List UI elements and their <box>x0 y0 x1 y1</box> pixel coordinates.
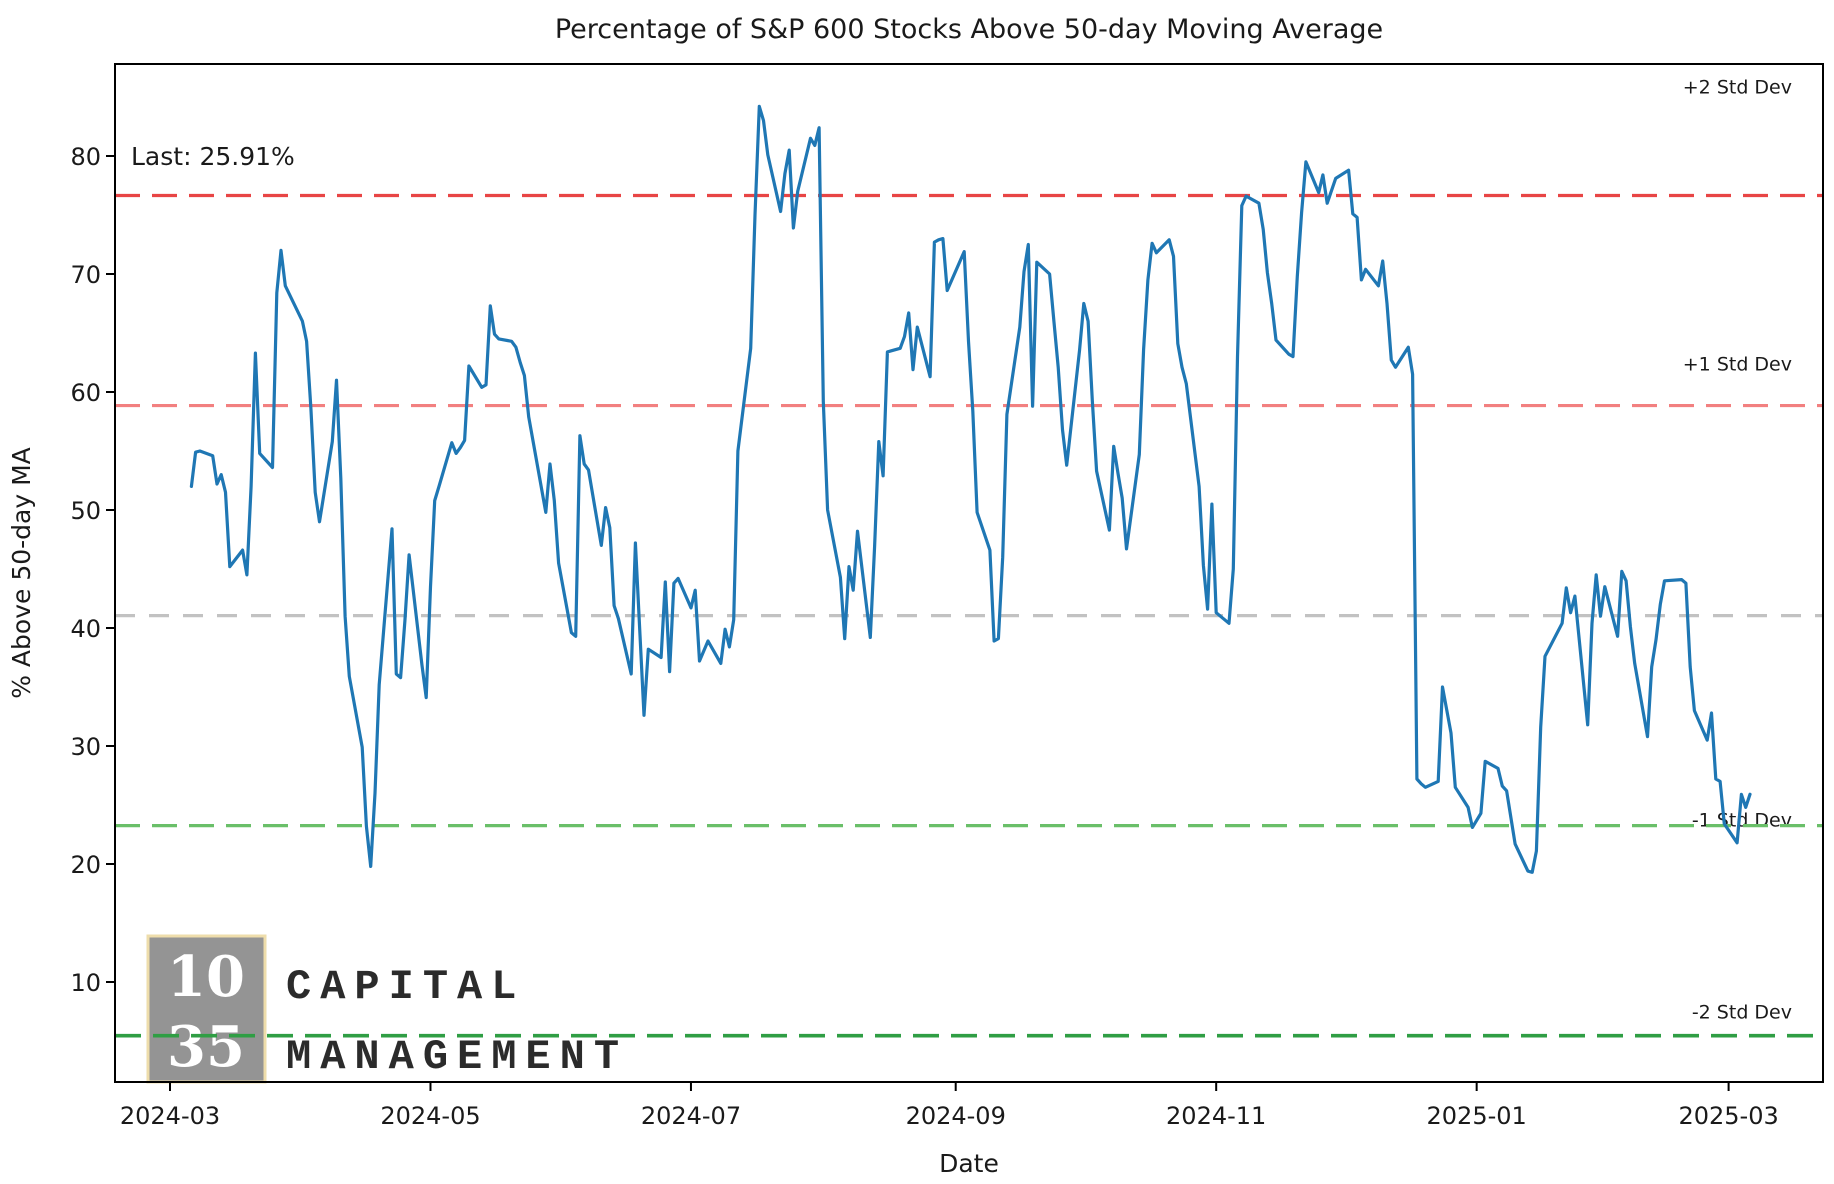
last-value-annotation: Last: 25.91% <box>131 142 295 171</box>
std-dev-labels: +2 Std Dev +1 Std Dev -1 Std Dev -2 Std Dev <box>1683 77 1792 1024</box>
plus2-stddev-label: +2 Std Dev <box>1683 77 1792 99</box>
logo-word-management: MANAGEMENT <box>286 1033 628 1081</box>
plot-area-border <box>114 63 1824 1083</box>
logo-watermark: 10 35 CAPITAL MANAGEMENT <box>146 934 628 1084</box>
y-tick-label: 40 <box>70 615 101 643</box>
logo-word-capital: CAPITAL <box>286 963 525 1011</box>
y-tick-label: 30 <box>70 733 101 761</box>
plus1-stddev-label: +1 Std Dev <box>1683 354 1792 376</box>
price-line <box>189 104 1752 874</box>
y-tick-label: 20 <box>70 851 101 879</box>
x-axis-ticks: 2024-03 2024-05 2024-07 2024-09 2024-11 2025-… <box>120 1082 1779 1130</box>
x-tick-label: 2025-01 <box>1427 1102 1527 1130</box>
minus2-stddev-label: -2 Std Dev <box>1692 1002 1792 1024</box>
logo-number-bottom: 35 <box>167 1014 245 1080</box>
x-tick-label: 2024-11 <box>1166 1102 1266 1130</box>
minus1-stddev-label: -1 Std Dev <box>1692 810 1792 832</box>
logo-number-top: 10 <box>167 944 245 1010</box>
x-tick-label: 2025-03 <box>1678 1102 1778 1130</box>
x-tick-label: 2024-09 <box>906 1102 1006 1130</box>
x-tick-label: 2024-03 <box>120 1102 220 1130</box>
logo-box <box>146 934 267 1084</box>
x-tick-label: 2024-05 <box>380 1102 480 1130</box>
y-tick-label: 50 <box>70 497 101 525</box>
x-axis-title: Date <box>939 1149 999 1178</box>
y-axis-ticks: 10 20 30 40 50 60 70 80 <box>70 143 115 997</box>
chart-title: Percentage of S&P 600 Stocks Above 50-da… <box>555 14 1383 45</box>
x-tick-label: 2024-07 <box>641 1102 741 1130</box>
y-tick-label: 10 <box>70 969 101 997</box>
y-axis-title: % Above 50-day MA <box>7 447 36 699</box>
y-tick-label: 80 <box>70 143 101 171</box>
y-tick-label: 60 <box>70 379 101 407</box>
y-tick-label: 70 <box>70 261 101 289</box>
